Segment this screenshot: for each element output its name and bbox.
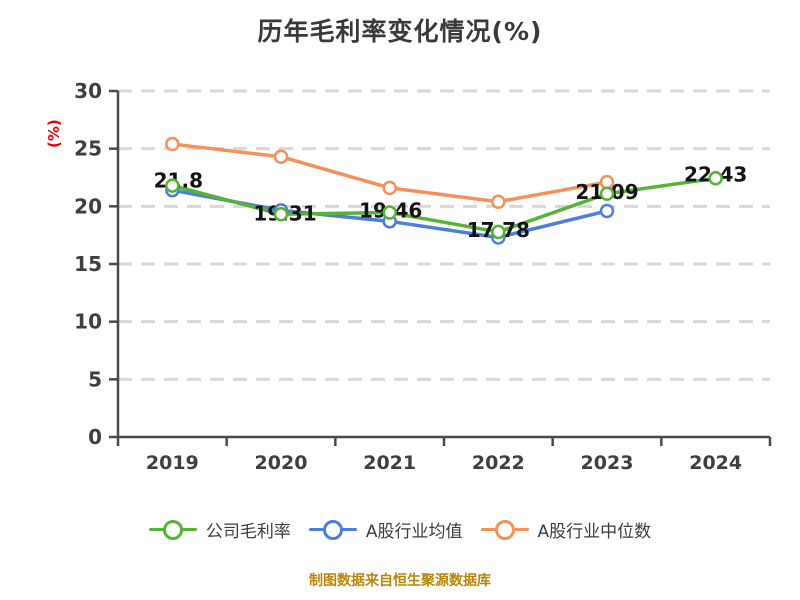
svg-text:20: 20 [74,194,102,218]
legend-item-industry-median: A股行业中位数 [480,517,652,542]
line-marker-icon [148,519,197,540]
line-marker-icon [480,519,529,540]
legend-item-industry-mean: A股行业均值 [308,517,463,542]
svg-text:2024: 2024 [689,452,742,474]
svg-text:2022: 2022 [472,452,525,474]
legend-label: A股行业均值 [365,522,463,542]
svg-text:2019: 2019 [146,452,199,474]
svg-text:5: 5 [88,367,102,391]
svg-text:25: 25 [74,137,102,161]
svg-text:0: 0 [88,425,102,449]
svg-text:10: 10 [74,310,102,334]
chart-title: 历年毛利率变化情况(%) [257,17,543,46]
svg-text:15: 15 [74,252,102,276]
legend: 公司毛利率 A股行业均值 A股行业中位数 [0,517,800,542]
legend-label: A股行业中位数 [537,522,652,542]
svg-text:30: 30 [74,79,102,103]
svg-text:2021: 2021 [363,452,416,474]
svg-text:2020: 2020 [255,452,308,474]
line-marker-icon [308,519,357,540]
svg-text:2023: 2023 [581,452,634,474]
data-source-note: 制图数据来自恒生聚源数据库 [309,573,491,589]
legend-label: 公司毛利率 [205,522,291,542]
legend-item-company-margin: 公司毛利率 [148,517,291,542]
